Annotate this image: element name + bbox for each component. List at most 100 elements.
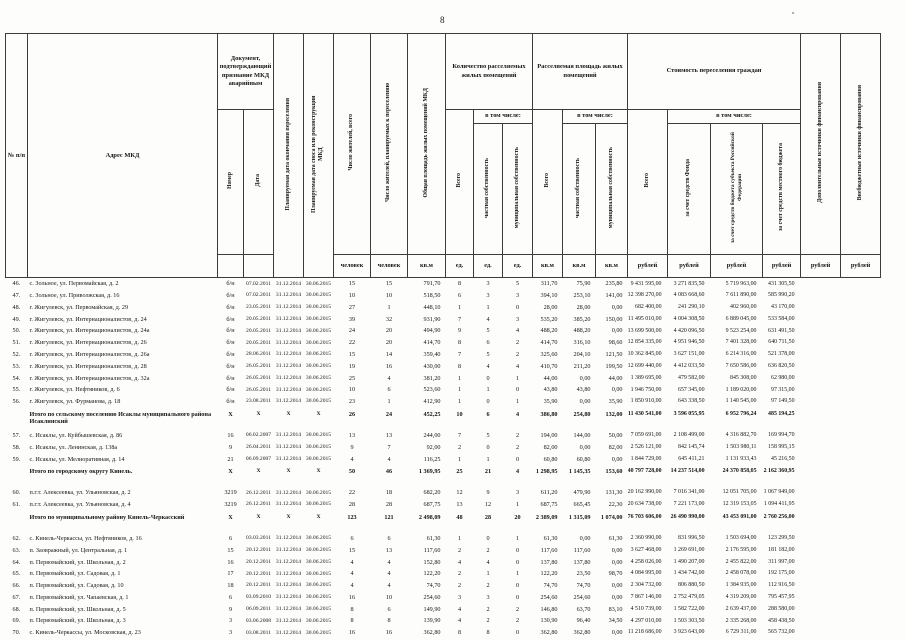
col-header-offbudget-sources: Внебюджетные источники финансирования	[840, 32, 882, 256]
cost-fund-cell: 3 923 643,00	[673, 629, 705, 636]
planned-end-cell: 31.12.2014	[275, 304, 302, 311]
resettled-area-municipal-cell: 82,00	[608, 443, 623, 451]
units-municipal-cell: 3	[515, 291, 520, 299]
resettled-area-municipal-cell: 153,60	[605, 467, 623, 475]
planned-end-cell: 31.12.2014	[275, 606, 302, 613]
resettled-area-municipal-cell: 0,00	[611, 327, 623, 335]
cost-subject-cell: 2 176 595,00	[725, 546, 757, 553]
total-area-cell: 412,90	[423, 398, 441, 406]
resettled-area-municipal-cell: 132,00	[605, 410, 623, 418]
units-private-cell: 2	[486, 617, 490, 625]
offbudget-sources-cell	[841, 360, 881, 372]
resettled-area-municipal-cell: 0,00	[611, 303, 623, 311]
cost-subject-cell: 12 051 705,00	[722, 489, 757, 496]
cost-local-cell: 45 216,50	[771, 455, 795, 462]
resettled-area-total-cell: 362,80	[540, 629, 558, 637]
table-row: 47. с. Зольное, ул. Приволжская, д. 16 б/н…	[6, 290, 881, 302]
address-cell: с. Кинель-Черкассы, ул. Нефтяников, д. 1…	[29, 534, 142, 542]
cost-local-cell: 288 580,00	[768, 605, 795, 612]
table-row: 59. с. Исаклы, ул. Мелиоративная, д. 14 21…	[6, 453, 881, 465]
units-private-cell: 6	[486, 410, 490, 418]
resettled-area-private-cell: 253,10	[573, 291, 591, 299]
unit-cell: человек	[333, 254, 371, 279]
extra-sources-cell	[801, 290, 841, 302]
resettled-area-private-cell: 479,90	[573, 489, 591, 497]
units-private-cell: 21	[484, 467, 492, 475]
units-private-cell: 1	[486, 570, 490, 578]
doc-number-cell: X	[228, 410, 233, 418]
cost-local-cell: 458 438,50	[768, 617, 795, 624]
cost-subject-cell: 2 639 437,00	[725, 605, 757, 612]
offbudget-sources-cell	[841, 325, 881, 337]
address-cell: п.г.т. Алексеевка, ул. Ульяновская, д. 2	[29, 489, 131, 497]
cost-local-cell: 431 305,50	[768, 280, 795, 287]
planned-demolition-cell: 30.06.2015	[305, 444, 332, 451]
address-cell: г. Жигулевск, ул. Интернационалистов, д.…	[29, 315, 147, 323]
cost-local-cell: 795 457,95	[768, 594, 795, 601]
offbudget-sources-cell	[841, 627, 881, 639]
cost-local-cell: 112 916,50	[768, 582, 795, 589]
cost-fund-cell: 1 269 691,00	[673, 546, 705, 553]
residents-total-cell: 10	[348, 386, 356, 394]
cost-total-cell: 12 398 270,00	[627, 292, 662, 299]
units-private-cell: 5	[486, 350, 490, 358]
cost-total-cell: 11 495 010,00	[627, 315, 662, 322]
col-header-total-area: Общая площадь жилых помещений МКД	[407, 32, 446, 256]
residents-total-cell: 4	[350, 455, 354, 463]
doc-date-cell: 03.06.2008	[245, 617, 272, 624]
doc-date-cell: 06.02.2007	[245, 432, 272, 439]
offbudget-sources-cell	[841, 568, 881, 580]
residents-planned-cell: 6	[387, 534, 391, 542]
table-body: 46. с. Зольное, ул. Первомайская, д. 2 б/н…	[6, 278, 881, 640]
cost-fund-cell: 1 434 742,00	[673, 570, 705, 577]
residents-total-cell: 23	[348, 398, 356, 406]
units-total-cell: 2	[457, 582, 462, 590]
resettled-area-municipal-cell: 131,30	[605, 489, 623, 497]
row-number: 59.	[12, 455, 21, 463]
units-private-cell: 4	[486, 558, 490, 566]
row-number: 56.	[12, 398, 21, 406]
resettled-area-municipal-cell: 150,00	[605, 315, 623, 323]
cost-fund-cell: 7 221 173,00	[673, 501, 705, 508]
offbudget-sources-cell	[841, 511, 881, 533]
residents-total-cell: 13	[348, 431, 356, 439]
cost-fund-cell: 479 582,00	[678, 374, 705, 381]
units-municipal-cell: 4	[515, 467, 520, 475]
doc-date-cell: 20.05.2011	[246, 327, 271, 334]
total-area-cell: 362,80	[423, 629, 441, 637]
resettled-area-total-cell: 194,00	[540, 431, 558, 439]
address-cell: г. Жигулевск, ул. Интернационалистов, д.…	[29, 339, 147, 347]
units-total-cell: 1	[457, 398, 462, 406]
offbudget-sources-cell	[841, 580, 881, 592]
offbudget-sources-cell	[841, 384, 881, 396]
address-cell: г. Жигулевск, ул. Интернационалистов, д.…	[29, 362, 147, 370]
planned-end-cell: 31.12.2014	[275, 489, 302, 496]
cost-subject-cell: 43 453 091,00	[722, 513, 757, 520]
col-header-extra-sources: Дополнительные источники финансирования	[800, 32, 842, 256]
doc-number-cell: б/н	[226, 280, 235, 288]
cost-fund-cell: 4 083 668,60	[673, 292, 705, 299]
residents-total-cell: 50	[348, 467, 356, 475]
offbudget-sources-cell	[841, 615, 881, 627]
residents-planned-cell: 7	[387, 443, 391, 451]
resettled-area-total-cell: 146,80	[540, 605, 558, 613]
planned-end-cell: 31.12.2014	[275, 315, 302, 322]
cost-subject-cell: 24 370 858,05	[722, 467, 757, 474]
total-label: Итого по городскому округу Кинель.	[29, 467, 133, 475]
row-number: 54.	[12, 374, 21, 382]
row-number	[6, 511, 28, 533]
resettled-area-total-cell: 254,60	[540, 593, 558, 601]
extra-sources-cell	[801, 313, 841, 325]
offbudget-sources-cell	[841, 499, 881, 511]
total-area-cell: 92,00	[426, 443, 441, 451]
cost-fund-cell: 14 237 514,00	[670, 467, 705, 474]
extra-sources-cell	[801, 441, 841, 453]
units-private-cell: 6	[486, 339, 490, 347]
cost-subject-cell: 7 650 586,00	[725, 362, 757, 369]
col-header-planned-demolition: Планируемая дата сноса или реконструкции…	[303, 32, 334, 279]
planned-demolition-cell: X	[316, 410, 321, 417]
row-number: 69.	[12, 617, 21, 625]
units-total-cell: 4	[457, 558, 462, 566]
planned-end-cell: 31.12.2014	[275, 535, 302, 542]
row-number	[6, 465, 28, 487]
